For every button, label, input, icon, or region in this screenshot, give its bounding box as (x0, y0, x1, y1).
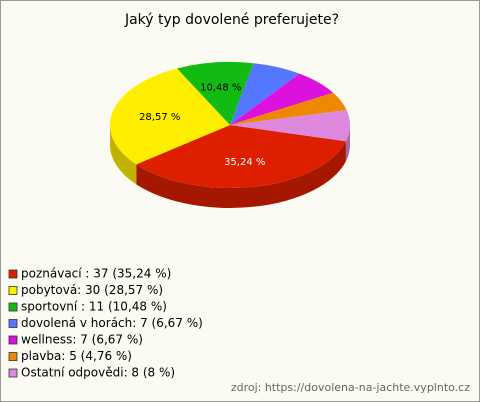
legend-swatch (8, 352, 18, 361)
legend-swatch (8, 269, 18, 279)
slice (230, 110, 351, 142)
data-label: 35,24 % (224, 157, 265, 168)
slice (230, 92, 347, 125)
legend-swatch (8, 335, 18, 345)
slice (136, 125, 346, 189)
legend-label: plavba: 5 (4,76 %) (21, 349, 132, 363)
chart-title: Jaký typ dovolené preferujete? (124, 12, 339, 28)
legend-swatch (8, 286, 18, 295)
legend-swatch (8, 302, 18, 312)
slice (177, 62, 254, 125)
legend-swatch (8, 368, 18, 378)
slice (230, 73, 334, 125)
slice-side (110, 125, 137, 185)
data-label: 10,48 % (200, 83, 241, 94)
legend-label: Ostatní odpovědi: 8 (8 %) (21, 366, 175, 380)
source: zdroj: https://dovolena-na-jachte.vyplnt… (231, 381, 470, 394)
legend-label: sportovní : 11 (10,48 %) (21, 300, 167, 314)
legend-label: dovolená v horách: 7 (6,67 %) (21, 316, 203, 330)
legend-label: poznávací : 37 (35,24 %) (21, 267, 171, 281)
slice (230, 63, 300, 125)
slice-side (136, 141, 346, 209)
slice-side (345, 125, 350, 162)
legend-swatch (8, 319, 18, 328)
legend-label: wellness: 7 (6,67 %) (21, 333, 143, 347)
slice (109, 68, 230, 165)
data-label: 28,57 % (139, 112, 180, 123)
legend-label: pobytová: 30 (28,57 %) (21, 283, 163, 297)
